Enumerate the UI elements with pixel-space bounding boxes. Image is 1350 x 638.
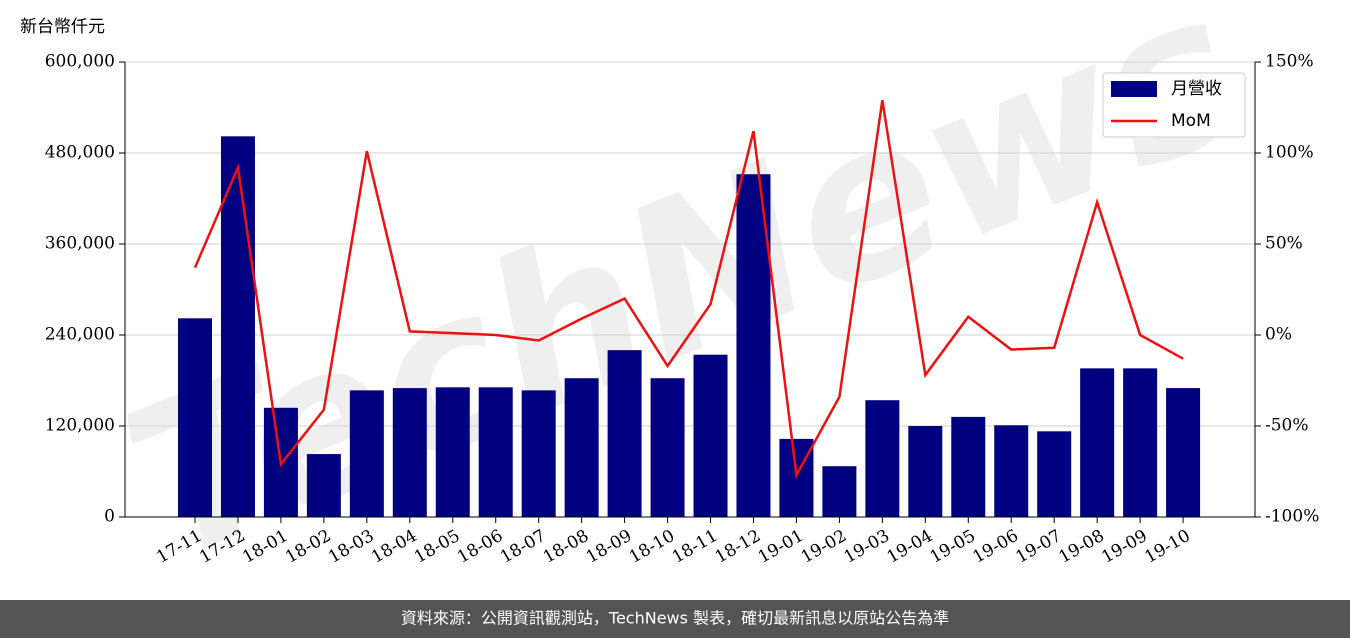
x-tick-label: 18-05 <box>411 526 463 568</box>
legend-swatch <box>1111 81 1157 97</box>
y2-tick-label: 0% <box>1265 325 1292 345</box>
bar <box>178 318 212 517</box>
x-tick-label: 19-04 <box>884 526 936 568</box>
y-axis-label: 新台幣仟元 <box>20 17 105 37</box>
bar <box>908 426 943 517</box>
bar <box>607 350 642 517</box>
x-tick-label: 19-02 <box>798 526 850 568</box>
bar <box>779 438 814 517</box>
bar <box>951 416 986 517</box>
footer-bar <box>0 600 1350 638</box>
line <box>193 100 1184 480</box>
y2-tick-label: 150% <box>1265 52 1314 72</box>
x-tick-label: 18-06 <box>454 526 506 568</box>
x-tick-label: 18-07 <box>497 526 549 568</box>
x-tick-label: 19-10 <box>1141 526 1193 568</box>
y-tick-label: 600,000 <box>45 52 115 72</box>
bar <box>392 388 427 517</box>
x-tick-label: 19-07 <box>1013 526 1065 568</box>
x-tick-label: 19-09 <box>1098 526 1150 568</box>
x-tick-label: 18-08 <box>540 526 592 568</box>
bar <box>306 454 341 517</box>
y-tick-label: 480,000 <box>45 143 115 163</box>
watermark: TechNews <box>96 0 1272 609</box>
y-tick-label: 0 <box>104 507 115 527</box>
bar <box>693 354 728 517</box>
bar <box>521 390 556 517</box>
bar <box>1037 431 1072 517</box>
y2-tick-label: 50% <box>1265 234 1303 254</box>
bar <box>1123 368 1158 517</box>
y2-tick-label: -100% <box>1265 507 1319 527</box>
x-tick-label: 19-01 <box>755 526 807 568</box>
y-tick-label: 240,000 <box>45 325 115 345</box>
x-tick-label: 19-08 <box>1055 526 1107 568</box>
bar <box>1080 368 1115 517</box>
bar <box>822 466 857 517</box>
bar <box>220 136 255 518</box>
legend-label: MoM <box>1171 111 1211 131</box>
y-tick-label: 360,000 <box>45 234 115 254</box>
bar <box>435 387 470 517</box>
bar <box>478 387 513 517</box>
bar <box>994 425 1029 517</box>
footer: 資料來源：公開資訊觀測站，TechNews 製表，確切最新訊息以原站公告為準 <box>401 609 949 628</box>
x-tick-label: 19-03 <box>841 526 893 568</box>
y2-tick-label: -50% <box>1265 416 1309 436</box>
bar <box>564 378 599 517</box>
x-tick-label: 19-05 <box>927 526 979 568</box>
bar <box>1166 388 1201 517</box>
y2-tick-label: 100% <box>1265 143 1314 163</box>
x-tick-label: 18-12 <box>712 526 764 568</box>
x-tick-label: 18-09 <box>583 526 635 568</box>
bar <box>650 378 685 517</box>
x-tick-label: 18-10 <box>626 526 678 568</box>
x-tick-label: 19-06 <box>970 526 1022 568</box>
x-tick-label: 18-11 <box>669 526 721 568</box>
bar <box>865 400 900 517</box>
legend-label: 月營收 <box>1171 79 1222 99</box>
bar <box>349 390 384 517</box>
y-tick-label: 120,000 <box>45 416 115 436</box>
